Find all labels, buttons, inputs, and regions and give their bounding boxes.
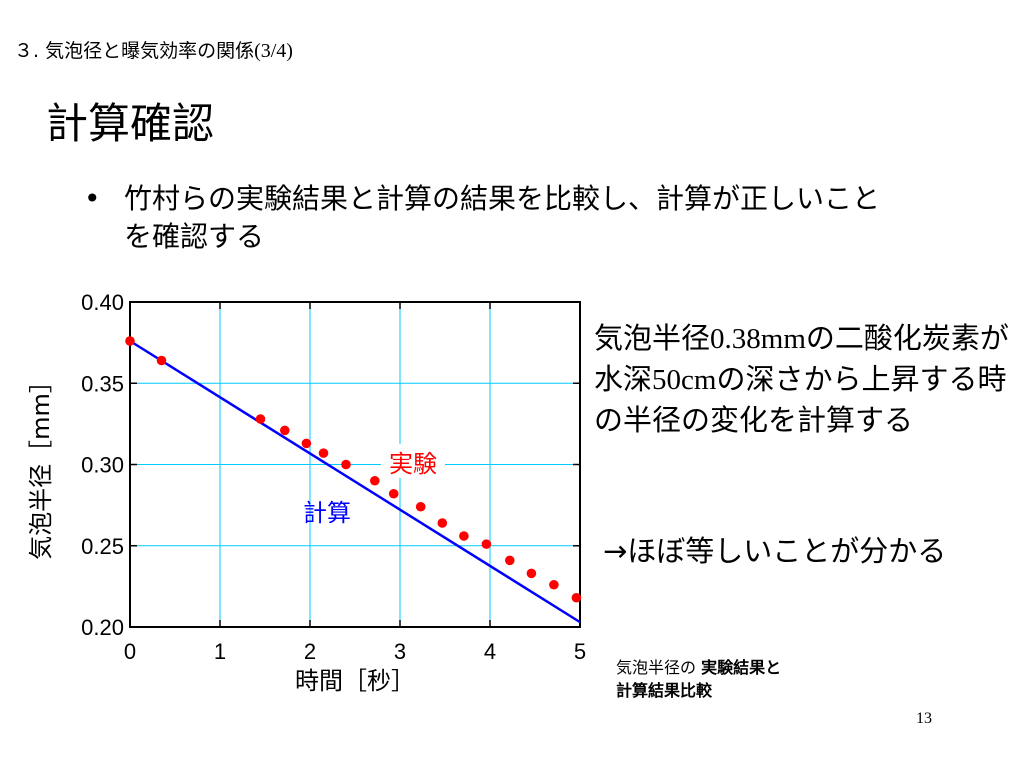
bullet-text: 竹村らの実験結果と計算の結果を比較し、計算が正しいことを確認する — [124, 182, 881, 253]
experiment-series-label: 実験 — [389, 450, 437, 478]
x-tick-label: 2 — [304, 639, 316, 664]
slide-header: ３. 気泡径と曝気効率の関係(3/4) — [14, 36, 293, 63]
calculation-line — [129, 339, 581, 624]
x-tick-label: 4 — [484, 639, 496, 664]
slide-header-text: ３. 気泡径と曝気効率の関係 — [14, 40, 255, 62]
experiment-point — [505, 555, 515, 566]
experiment-point — [255, 414, 266, 424]
x-tick-label: 0 — [124, 639, 136, 664]
y-tick-label: 0.30 — [81, 453, 124, 478]
experiment-point — [301, 438, 312, 449]
bullet-dot: • — [84, 182, 101, 215]
bullet-item: • 竹村らの実験結果と計算の結果を比較し、計算が正しいことを確認する — [84, 180, 904, 256]
x-tick-label: 3 — [394, 639, 406, 664]
experiment-point — [481, 539, 492, 549]
page-number: 13 — [916, 710, 932, 727]
caption-line1-normal: 気泡半径の — [616, 658, 702, 677]
desc-depth: 50cm — [652, 364, 717, 396]
experiment-point — [341, 459, 351, 470]
slide-title: 計算確認 — [46, 99, 215, 148]
experiment-point — [549, 579, 559, 590]
experiment-point — [415, 501, 426, 512]
experiment-point — [437, 518, 448, 528]
calculation-series-label: 計算 — [303, 499, 351, 527]
experiment-point — [156, 355, 167, 366]
x-axis-label: 時間［秒］ — [295, 667, 415, 695]
x-tick-label: 1 — [214, 639, 226, 664]
experiment-point — [125, 336, 135, 346]
experiment-point — [459, 531, 469, 541]
desc-mid: の二酸化炭素が水深 — [594, 321, 1009, 396]
experiment-label-bg — [381, 444, 445, 478]
experiment-point — [388, 488, 399, 499]
slide-header-fraction: (3/4) — [254, 40, 293, 62]
y-axis-label: 気泡半径［mm］ — [27, 369, 55, 560]
y-tick-label: 0.20 — [81, 615, 124, 640]
y-tick-label: 0.35 — [81, 371, 124, 396]
desc-lead: 気泡半径 — [594, 321, 711, 355]
conclusion-text: →ほぼ等しいことが分かる — [603, 534, 947, 568]
experiment-point — [370, 475, 380, 486]
experiment-point — [280, 425, 290, 436]
y-tick-label: 0.40 — [81, 290, 124, 315]
description-text: 気泡半径0.38mmの二酸化炭素が水深50cmの深さから上昇する時の半径の変化を… — [594, 318, 1014, 440]
experiment-point — [571, 592, 582, 603]
y-tick-label: 0.25 — [81, 534, 124, 559]
caption-line1-bold: 実験結果と — [701, 658, 782, 677]
x-tick-label: 5 — [574, 639, 586, 664]
figure-caption: 気泡半径の 実験結果と 計算結果比較 — [616, 656, 781, 702]
desc-tail: の深さから上昇する時の半径の変化を計算する — [594, 362, 1007, 437]
desc-radius: 0.38mm — [710, 323, 806, 355]
experiment-point — [526, 568, 537, 579]
caption-line2: 計算結果比較 — [616, 681, 713, 700]
experiment-point — [318, 448, 329, 458]
